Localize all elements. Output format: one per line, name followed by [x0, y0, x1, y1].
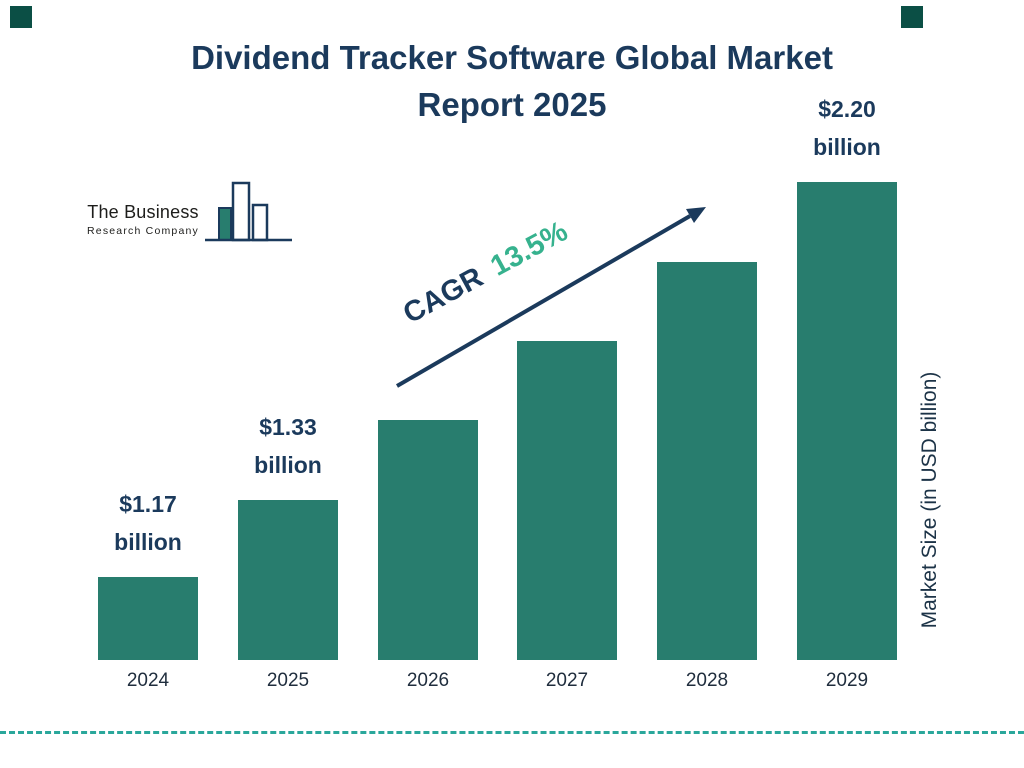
- x-tick-label-2025: 2025: [266, 670, 310, 691]
- bar-2028: [657, 262, 757, 660]
- corner-square-top-left: [10, 6, 32, 28]
- x-tick-label-2024: 2024: [126, 670, 170, 691]
- company-logo: The Business Research Company: [70, 178, 292, 250]
- x-tick-label-2028: 2028: [685, 670, 729, 691]
- company-logo-text: The Business Research Company: [78, 202, 208, 237]
- bar-2026: [378, 420, 478, 660]
- bar-value-label-2029: $2.20 billion: [813, 96, 881, 160]
- chart-title-line2: Report 2025: [417, 86, 607, 123]
- bar-chart-logo-icon: [205, 181, 292, 242]
- cagr-label: CAGR: [398, 261, 489, 331]
- chart-title: Dividend Tracker Software Global Market …: [62, 34, 962, 128]
- x-tick-label-2029: 2029: [825, 670, 869, 691]
- chart-title-line1: Dividend Tracker Software Global Market: [191, 39, 833, 76]
- company-subname: Research Company: [87, 225, 199, 237]
- corner-square-top-right: [901, 6, 923, 28]
- cagr-annotation: CAGR13.5%: [398, 215, 573, 331]
- bar-value-label-2025: $1.33 billion: [254, 414, 322, 478]
- cagr-value: 13.5%: [485, 215, 574, 283]
- x-tick-label-2026: 2026: [406, 670, 450, 691]
- bar-2025: [238, 500, 338, 660]
- bottom-dashed-divider: [0, 731, 1024, 734]
- bar-value-label-2024: $1.17 billion: [114, 491, 182, 555]
- company-name: The Business: [87, 202, 199, 222]
- y-axis-label: Market Size (in USD billion): [918, 371, 941, 629]
- x-tick-label-2027: 2027: [545, 670, 589, 691]
- bar-2029: [797, 182, 897, 660]
- bar-2027: [517, 341, 617, 660]
- bar-2024: [98, 577, 198, 660]
